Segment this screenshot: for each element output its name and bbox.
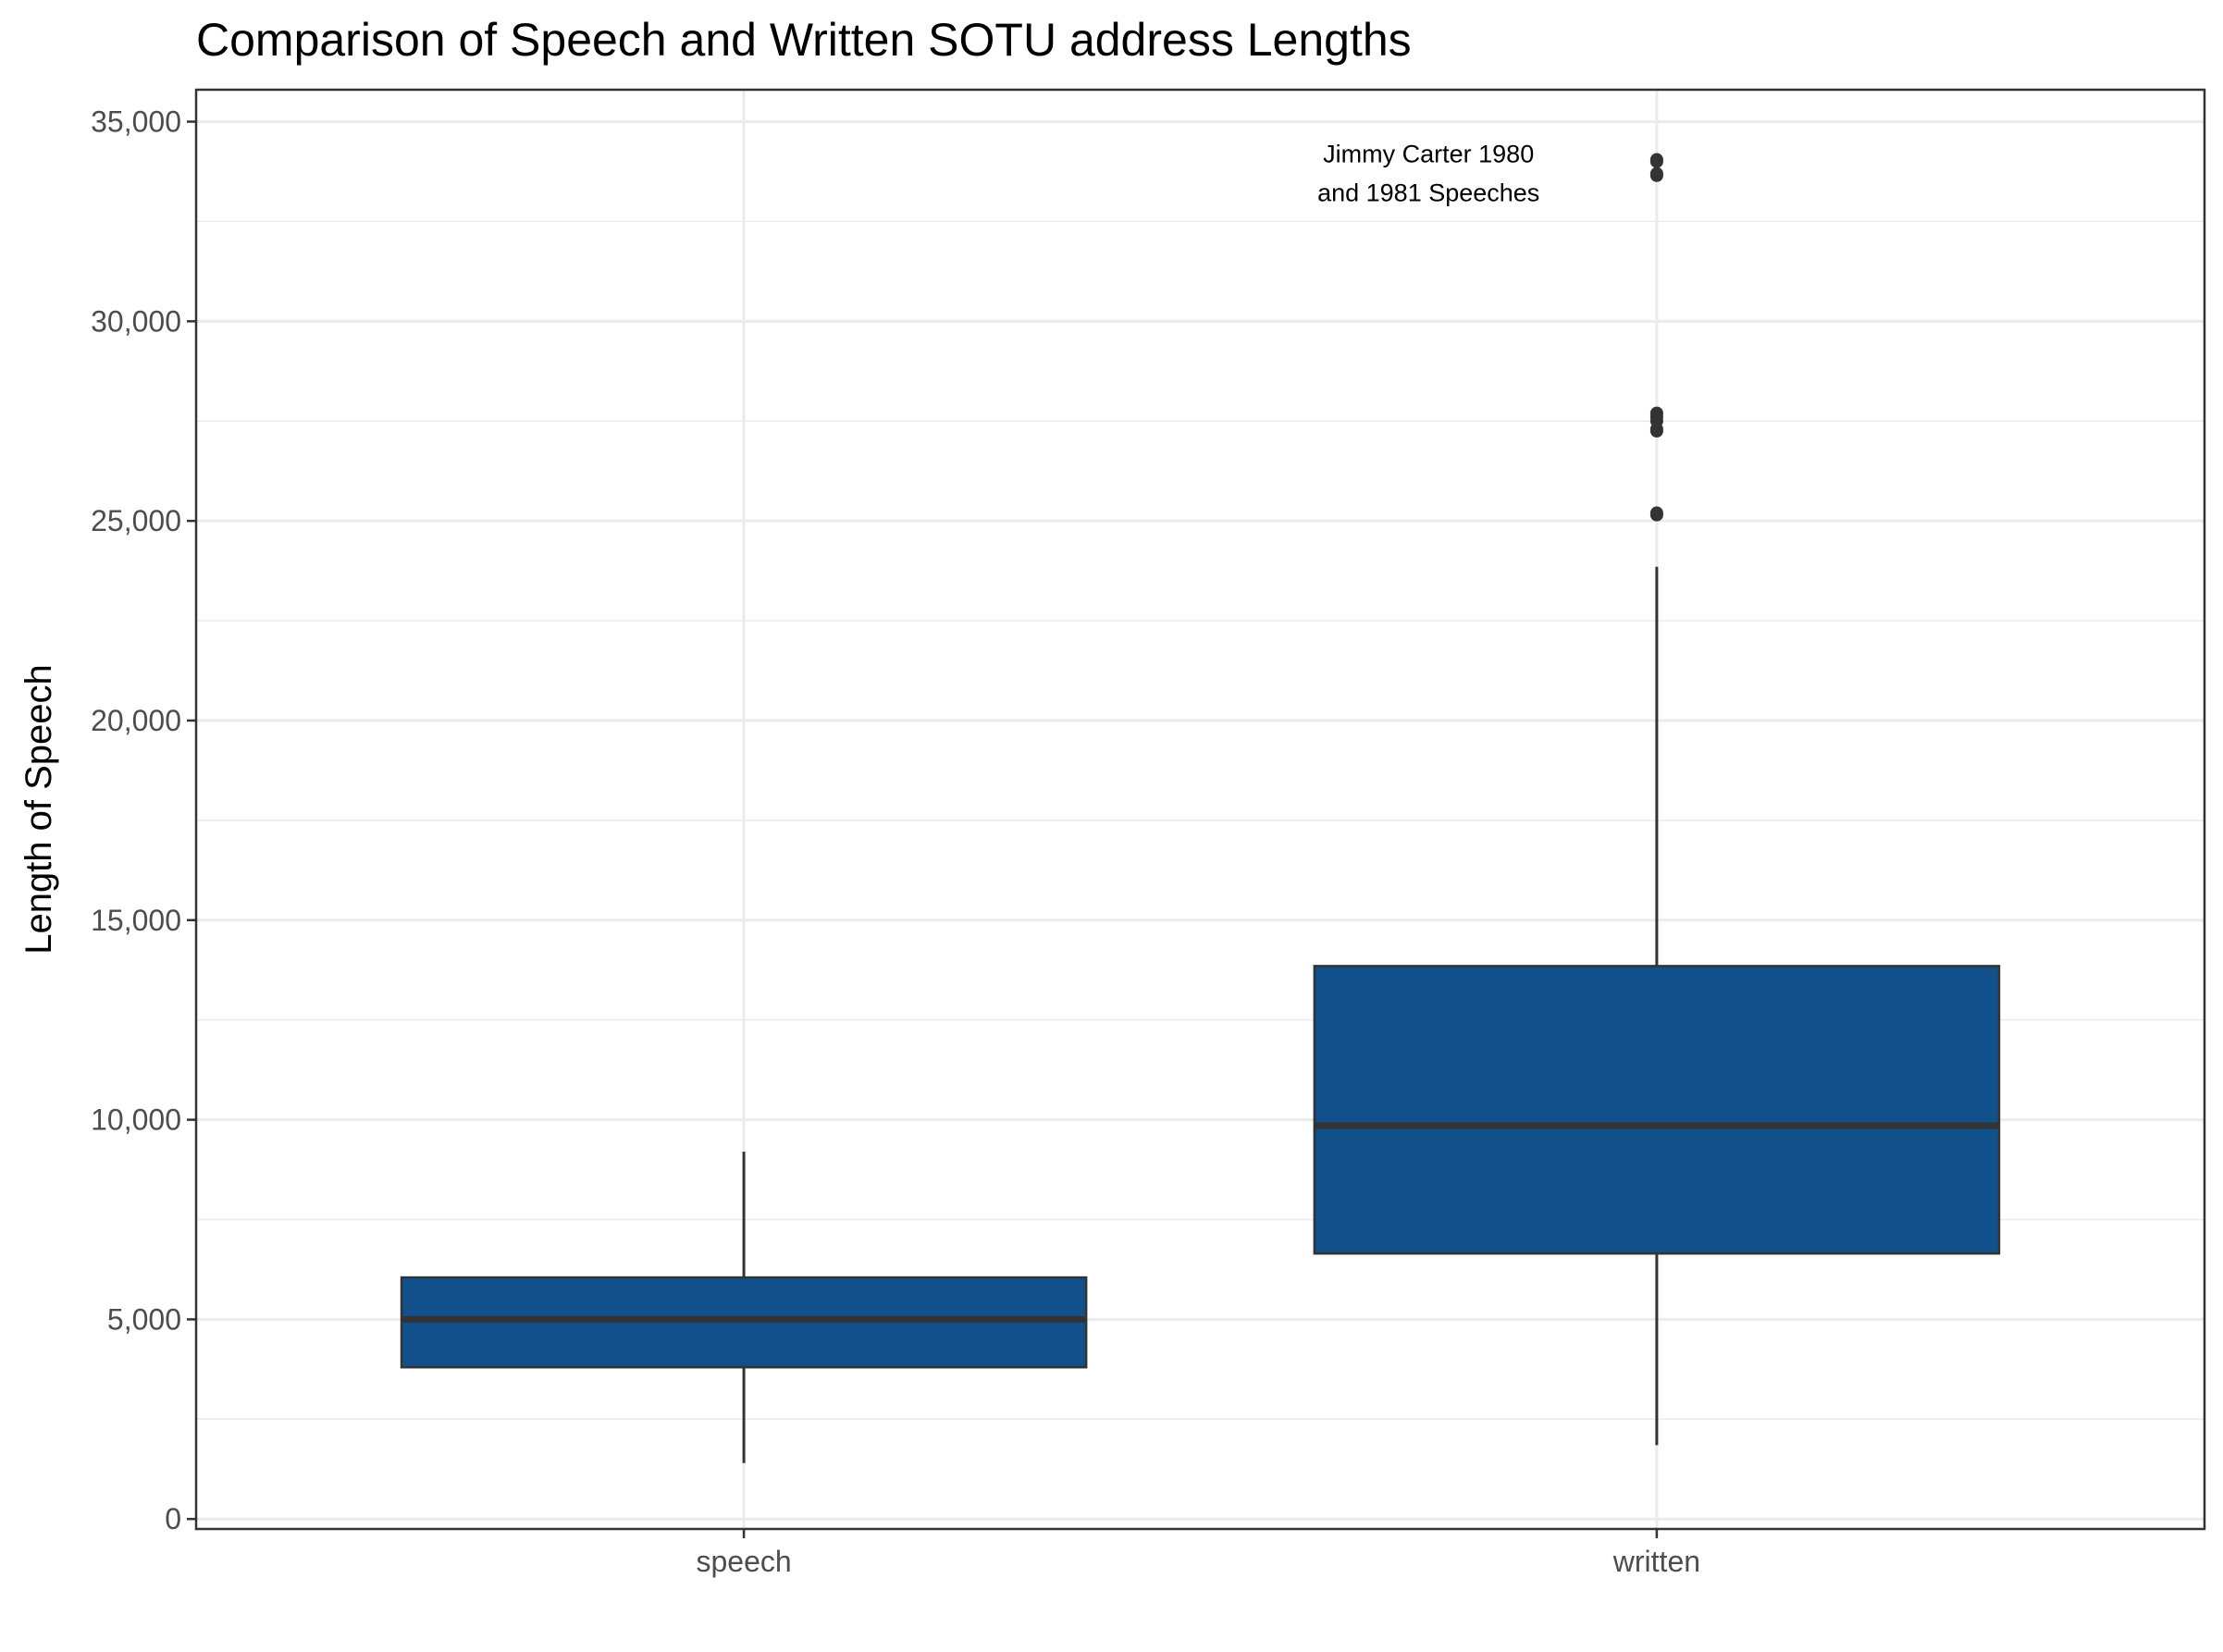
outlier-point (1649, 153, 1663, 166)
box-written (1313, 153, 2001, 1446)
y-tick-label: 5,000 (107, 1302, 181, 1336)
y-tick-label: 10,000 (91, 1103, 181, 1137)
y-tick-label: 25,000 (91, 504, 181, 537)
panel-border (194, 88, 2206, 1531)
x-tick-label: written (1612, 1545, 1700, 1578)
axes: 0 5,000 10,000 15,000 20,000 25,000 30,000 35,0… (91, 88, 2206, 1578)
y-tick-label: 15,000 (91, 904, 181, 937)
annotation: Jimmy Carter 1980 and 1981 Speeches (1317, 141, 1539, 207)
y-tick-label: 30,000 (91, 304, 181, 338)
box-speech (400, 1152, 1088, 1463)
y-tick-label: 35,000 (91, 105, 181, 139)
y-tick-label: 0 (165, 1502, 181, 1535)
outlier-point (1649, 406, 1663, 420)
annotation-line: and 1981 Speeches (1317, 179, 1539, 207)
chart-title: Comparison of Speech and Written SOTU ad… (196, 14, 1412, 66)
y-tick-label: 20,000 (91, 704, 181, 737)
x-tick-label: speech (696, 1545, 791, 1578)
y-axis-label: Length of Speech (19, 664, 59, 955)
outlier-point (1649, 506, 1663, 520)
outlier-point (1649, 166, 1663, 180)
box-series (400, 153, 2001, 1463)
annotation-line: Jimmy Carter 1980 (1323, 141, 1534, 168)
iqr-box (1313, 965, 2001, 1255)
